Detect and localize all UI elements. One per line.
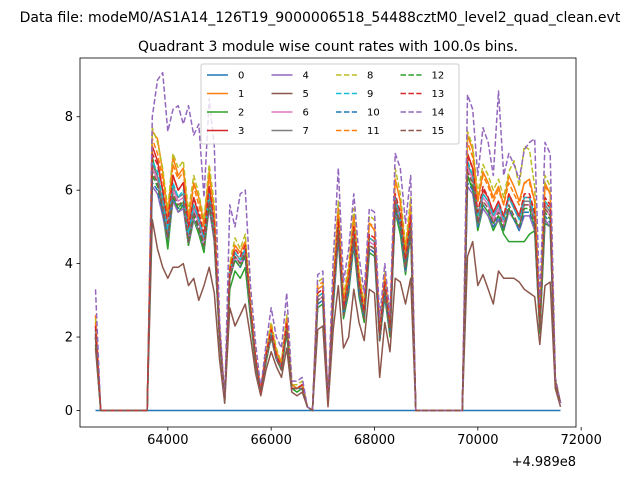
legend-label-13: 13 (432, 89, 445, 100)
series-line-5 (94, 218, 562, 412)
legend-label-10: 10 (367, 108, 380, 119)
x-tick-label: 66000 (250, 433, 291, 448)
x-tick-label: 70000 (457, 433, 498, 448)
plot-lines (94, 71, 562, 412)
x-offset-text: +4.989e8 (512, 455, 576, 470)
y-tick-label: 2 (65, 331, 73, 346)
legend-label-14: 14 (432, 108, 445, 119)
y-tick-label: 0 (65, 404, 73, 419)
legend-box (200, 63, 460, 145)
chart-title: Quadrant 3 module wise count rates with … (138, 39, 518, 55)
x-tick-label: 72000 (560, 433, 601, 448)
y-tick-label: 4 (65, 257, 73, 272)
legend-label-8: 8 (367, 71, 373, 82)
legend-label-11: 11 (367, 126, 380, 137)
legend-label-7: 7 (303, 126, 309, 137)
legend-label-15: 15 (432, 126, 445, 137)
legend-label-1: 1 (238, 89, 244, 100)
legend-label-4: 4 (303, 71, 309, 82)
series-line-13 (94, 152, 562, 412)
y-tick-label: 6 (65, 184, 73, 199)
legend-label-12: 12 (432, 71, 445, 82)
x-tick-label: 64000 (147, 433, 188, 448)
legend-label-6: 6 (303, 108, 309, 119)
legend-label-0: 0 (238, 71, 244, 82)
legend-label-3: 3 (238, 126, 244, 137)
x-tick-label: 68000 (354, 433, 395, 448)
y-tick-label: 8 (65, 110, 73, 125)
figure-suptitle: Data file: modeM0/AS1A14_126T19_90000065… (20, 10, 621, 26)
legend-label-5: 5 (303, 89, 309, 100)
plot-frame (79, 57, 577, 428)
legend-label-2: 2 (238, 108, 244, 119)
legend-label-9: 9 (367, 89, 373, 100)
series-line-11 (94, 138, 562, 412)
axis-ticks: 64000 66000 68000 70000 72000 0 2 4 6 8 (65, 110, 602, 448)
series-line-15 (94, 171, 562, 412)
